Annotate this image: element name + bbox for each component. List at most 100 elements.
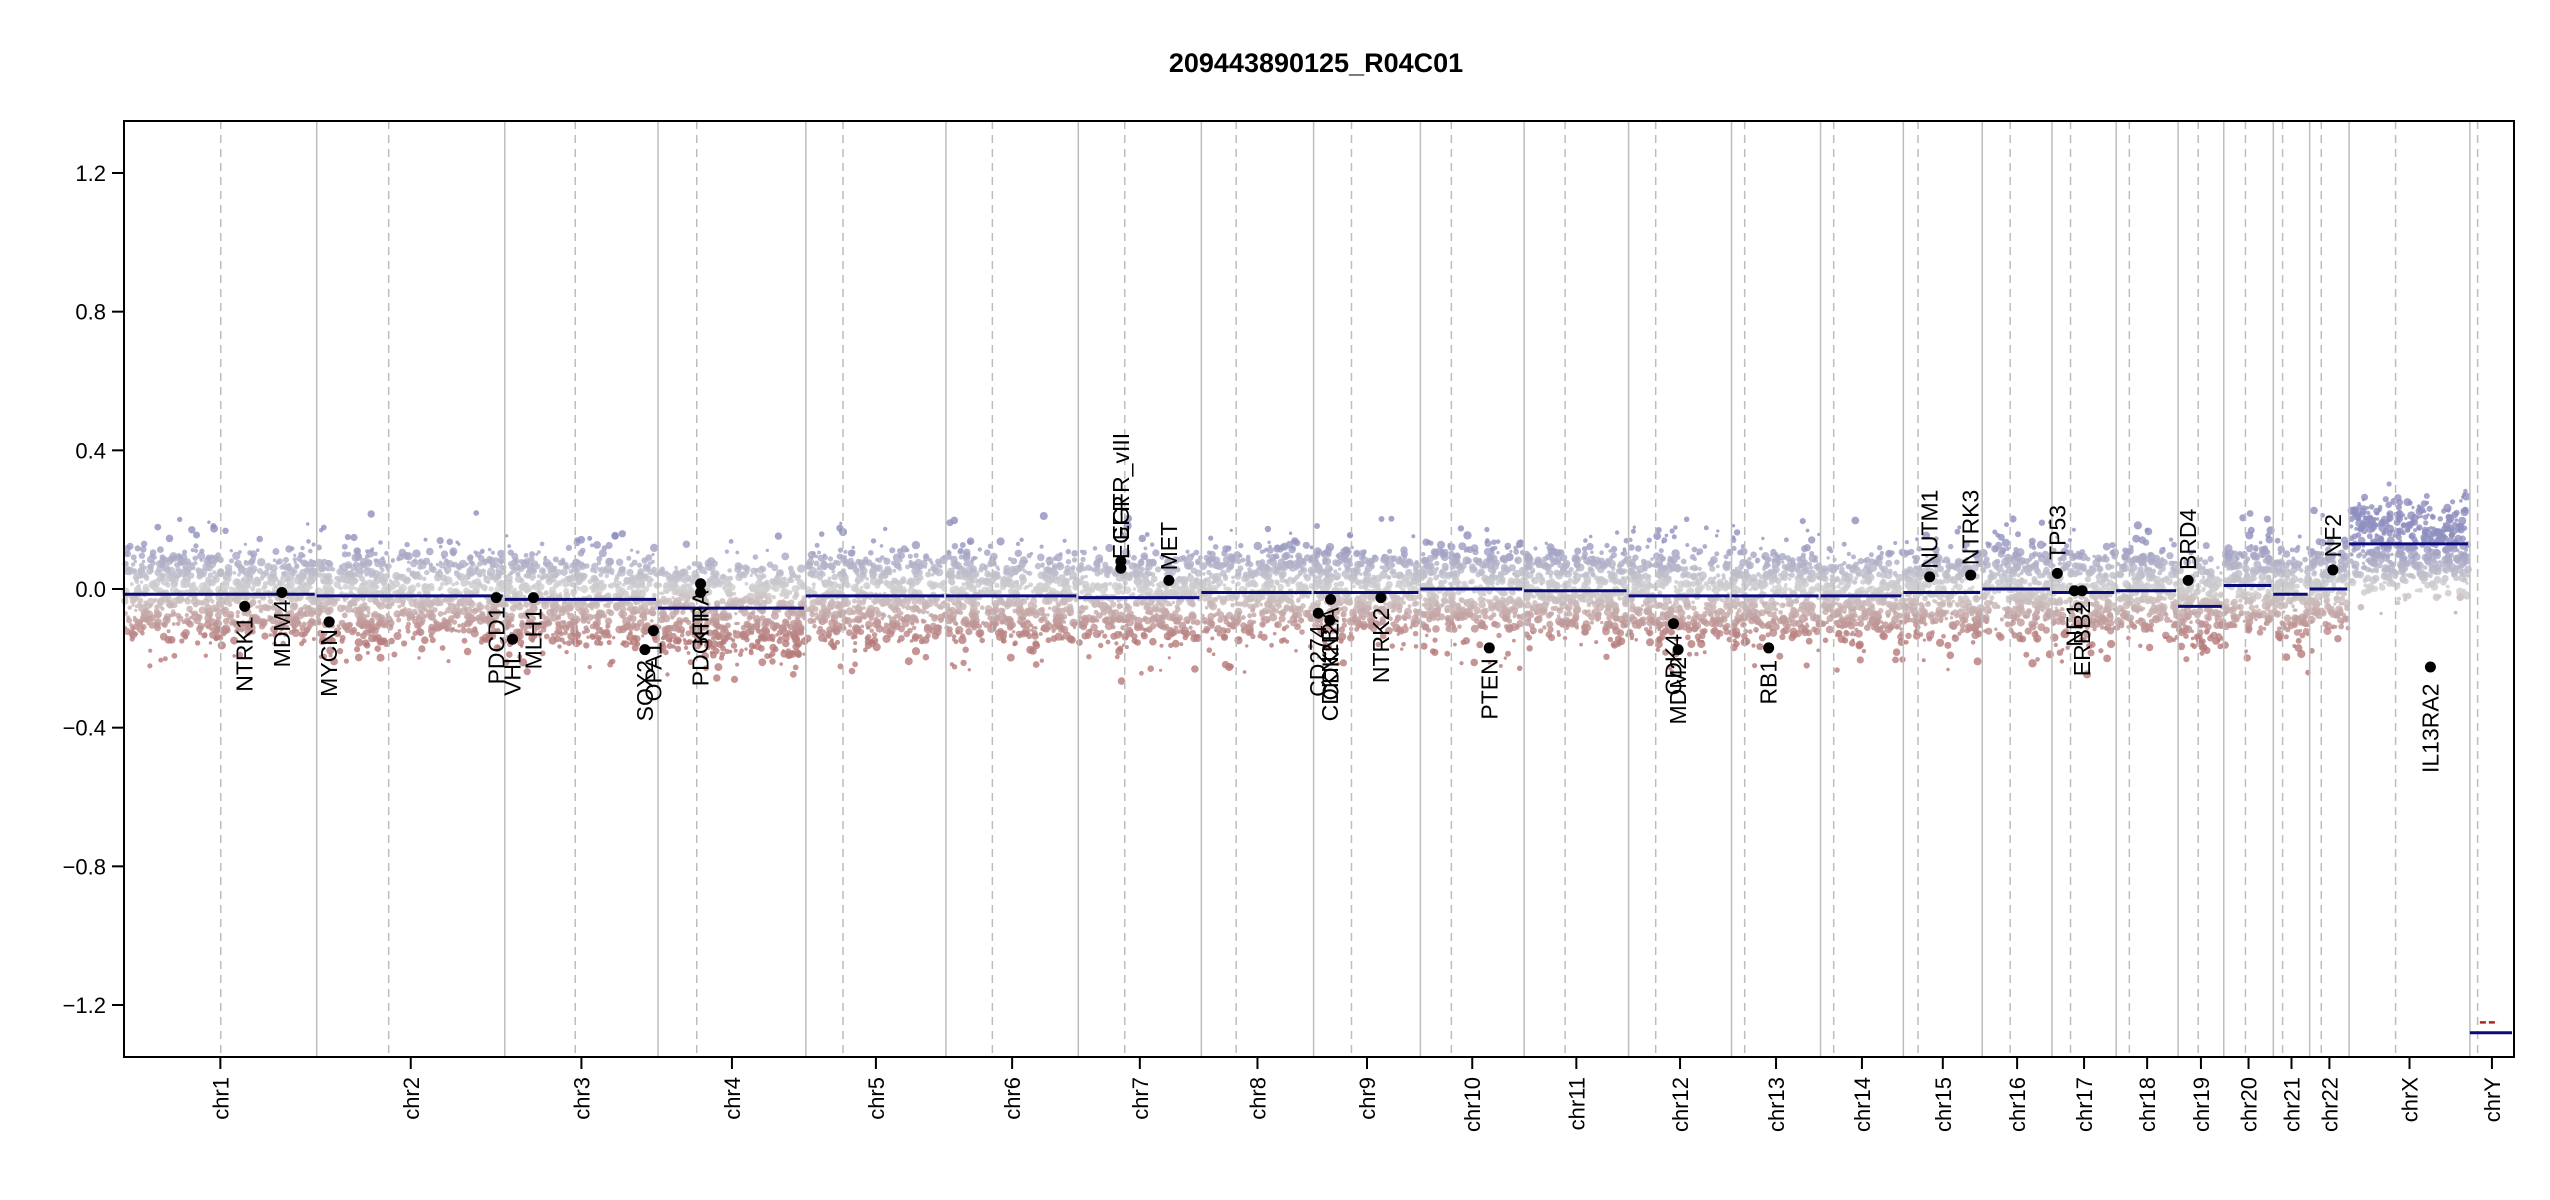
probe-point — [276, 558, 283, 565]
probe-point — [903, 630, 911, 638]
probe-point — [861, 559, 867, 565]
probe-point — [1037, 571, 1046, 580]
probe-point — [473, 626, 478, 631]
probe-point — [175, 621, 181, 627]
probe-point — [869, 577, 879, 586]
probe-point — [447, 602, 452, 607]
probe-point — [442, 597, 447, 603]
probe-point — [986, 577, 992, 582]
probe-point — [1228, 546, 1232, 550]
probe-point — [186, 620, 192, 626]
probe-point — [354, 569, 364, 578]
probe-point — [741, 609, 749, 617]
probe-point — [587, 620, 591, 625]
probe-point — [1084, 632, 1092, 640]
probe-point — [212, 570, 216, 574]
probe-point — [1149, 622, 1157, 630]
probe-point — [176, 615, 184, 622]
probe-point — [1219, 569, 1227, 577]
probe-point — [410, 635, 416, 641]
probe-point — [1305, 609, 1312, 617]
probe-point — [1244, 587, 1248, 591]
probe-point — [1296, 599, 1301, 603]
probe-point — [552, 578, 557, 583]
probe-point — [731, 638, 736, 643]
probe-point — [357, 586, 365, 594]
probe-point — [297, 576, 304, 583]
probe-point — [346, 570, 354, 578]
probe-point — [515, 602, 524, 611]
probe-point — [1188, 625, 1193, 630]
probe-point — [483, 637, 490, 644]
probe-point — [771, 609, 778, 616]
probe-point — [525, 617, 533, 625]
probe-point — [911, 647, 921, 656]
probe-point — [577, 560, 581, 564]
probe-point — [629, 615, 637, 623]
probe-point — [175, 566, 181, 572]
probe-point — [157, 546, 164, 553]
probe-point — [1228, 563, 1235, 570]
probe-point — [584, 563, 590, 569]
probe-point — [323, 605, 328, 610]
probe-point — [505, 603, 509, 608]
probe-point — [354, 646, 361, 653]
probe-point — [367, 596, 374, 603]
probe-point — [1068, 636, 1076, 644]
probe-point — [519, 622, 525, 628]
probe-point — [1047, 557, 1051, 561]
probe-point — [210, 523, 217, 529]
probe-point — [239, 620, 247, 627]
probe-point — [198, 606, 206, 614]
probe-point — [1157, 608, 1163, 614]
probe-point — [364, 602, 368, 606]
probe-point — [246, 573, 251, 578]
probe-point — [1007, 615, 1012, 620]
probe-point — [605, 617, 613, 625]
probe-point — [1278, 573, 1285, 579]
probe-point — [148, 621, 156, 629]
probe-point — [728, 649, 733, 654]
probe-point — [128, 629, 136, 637]
probe-point — [738, 608, 743, 614]
probe-point — [537, 550, 541, 554]
probe-point — [138, 570, 147, 579]
probe-point — [541, 627, 547, 633]
probe-point — [412, 630, 418, 637]
probe-point — [757, 629, 763, 635]
probe-point — [907, 577, 915, 585]
probe-point — [760, 591, 768, 599]
probe-point — [949, 612, 957, 619]
probe-point — [405, 611, 414, 619]
probe-point — [850, 635, 856, 640]
probe-point — [336, 647, 344, 655]
probe-point — [321, 653, 327, 660]
probe-point — [670, 632, 677, 640]
probe-point — [847, 557, 854, 564]
probe-point — [685, 595, 691, 600]
probe-point — [608, 659, 614, 664]
probe-point — [1207, 600, 1214, 607]
probe-point — [590, 543, 594, 548]
probe-point — [454, 628, 458, 633]
probe-point — [192, 601, 199, 608]
probe-point — [1260, 622, 1265, 627]
probe-point — [198, 582, 207, 591]
probe-point — [317, 621, 322, 626]
probe-point — [380, 560, 387, 567]
probe-point — [868, 550, 874, 556]
probe-point — [467, 613, 476, 622]
probe-point — [661, 591, 665, 595]
probe-point — [875, 618, 882, 625]
probe-point — [738, 652, 743, 657]
probe-point — [883, 579, 890, 586]
probe-point — [798, 628, 804, 634]
probe-point — [476, 617, 485, 625]
probe-point — [980, 605, 985, 610]
probe-point — [1274, 599, 1282, 607]
probe-point — [820, 561, 829, 570]
probe-point — [1134, 624, 1141, 630]
probe-point — [960, 633, 966, 639]
probe-point — [565, 544, 573, 552]
probe-point — [642, 611, 648, 616]
